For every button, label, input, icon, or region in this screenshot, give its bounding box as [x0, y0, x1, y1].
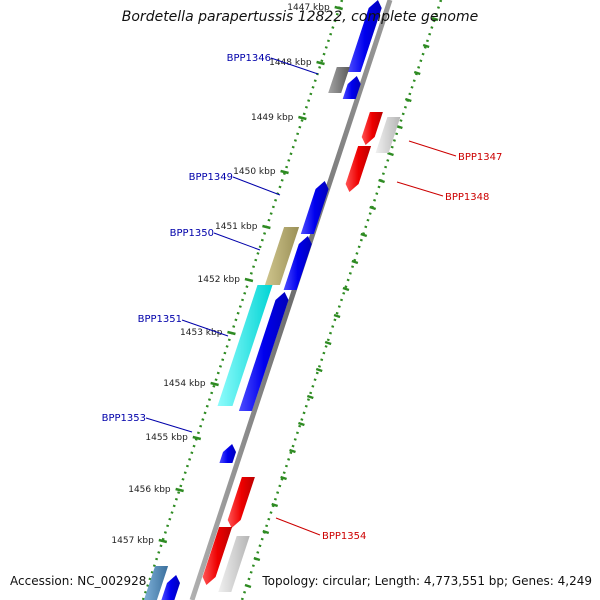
outer-tick [342, 286, 350, 292]
leader-line [396, 181, 444, 197]
gene-gray [328, 67, 350, 93]
outer-tick [333, 313, 341, 319]
kbp-label: 1451 kbp [215, 222, 258, 232]
outer-tick [253, 556, 261, 562]
outer-tick [404, 97, 412, 103]
leader-line [213, 232, 261, 251]
kbp-label: 1447 kbp [287, 3, 330, 13]
kbp-tick [244, 277, 254, 283]
kbp-label: 1454 kbp [163, 379, 206, 389]
kbp-tick [316, 60, 325, 66]
gene-cyan [217, 285, 273, 406]
inner-dotted-track [141, 0, 344, 600]
gene-label-bpp1350[interactable]: BPP1350 [170, 228, 214, 239]
label-leaders [145, 57, 457, 536]
gene-label-bpp1348[interactable]: BPP1348 [445, 192, 489, 203]
kbp-tick [175, 487, 184, 493]
genome-summary-text: Topology: circular; Length: 4,773,551 bp… [262, 574, 592, 588]
gene-forward [347, 0, 382, 72]
gene-label-bpp1353[interactable]: BPP1353 [102, 413, 146, 424]
kbp-tick [227, 330, 236, 336]
gene-label-bpp1354[interactable]: BPP1354 [322, 531, 366, 542]
labels: BPP1346 BPP1347 BPP1348 BPP1349 BPP1350 BPP13… [102, 53, 503, 542]
gene-label-bpp1346[interactable]: BPP1346 [227, 53, 271, 64]
outer-tick [422, 43, 430, 49]
kbp-tick [262, 224, 271, 230]
kbp-tick [334, 5, 343, 11]
gene-lightgray [375, 117, 401, 153]
gene-olive [264, 227, 300, 285]
gene-steel [143, 566, 169, 600]
gene-label-bpp1347[interactable]: BPP1347 [458, 152, 502, 163]
leader-line [145, 417, 193, 433]
gene-forward [161, 575, 180, 600]
gene-forward [238, 292, 289, 411]
outer-tick [351, 259, 359, 265]
gene-forward [342, 76, 361, 99]
outer-tick [413, 70, 421, 76]
outer-tick [262, 529, 270, 535]
leader-line [232, 176, 281, 196]
outer-tick [244, 583, 252, 589]
kbp-tick [158, 538, 168, 544]
outer-tick [369, 205, 377, 211]
kbp-label: 1453 kbp [180, 328, 223, 338]
outer-tick [280, 475, 287, 481]
gene-lightgray [218, 536, 250, 592]
outer-tick [396, 124, 403, 130]
kbp-label: 1449 kbp [251, 113, 294, 123]
gene-reverse [361, 112, 383, 145]
outer-tick [324, 340, 332, 346]
gene-forward [300, 181, 329, 234]
leader-line [270, 57, 319, 75]
gene-reverse [227, 477, 255, 528]
kbp-label: 1448 kbp [269, 58, 312, 68]
outer-tick [306, 394, 314, 400]
outer-tick [431, 16, 439, 22]
gene-reverse [345, 146, 372, 192]
kbp-tick [298, 115, 307, 121]
leader-line [181, 319, 229, 337]
kbp-label: 1452 kbp [198, 275, 241, 285]
kbp-tick [280, 169, 289, 175]
kbp-ticks: 1447 kbp 1448 kbp 1449 kbp 1450 kbp 1451 kbp… [111, 3, 439, 589]
kbp-tick [210, 381, 219, 387]
outer-tick [271, 502, 279, 508]
outer-tick [298, 421, 305, 427]
kbp-label: 1457 kbp [111, 536, 154, 546]
accession-text: Accession: NC_002928 [10, 574, 147, 588]
gene-label-bpp1351[interactable]: BPP1351 [138, 314, 182, 325]
leader-line [275, 517, 321, 536]
kbp-label: 1455 kbp [145, 433, 188, 443]
outer-tick [360, 232, 368, 238]
outer-tick [315, 367, 323, 373]
leader-line [408, 140, 457, 157]
genome-backbone [189, 0, 393, 600]
kbp-label: 1456 kbp [128, 485, 171, 495]
gene-forward [283, 236, 312, 290]
outer-tick [289, 448, 296, 454]
gene-forward [219, 444, 236, 463]
map-title: Bordetella parapertussis 12822, complete… [121, 9, 479, 25]
kbp-tick [192, 435, 202, 441]
kbp-label: 1450 kbp [233, 167, 276, 177]
outer-tick [378, 178, 385, 184]
outer-tick [387, 151, 394, 157]
gene-label-bpp1349[interactable]: BPP1349 [189, 172, 233, 183]
gene-features [143, 0, 401, 600]
gene-reverse [202, 527, 233, 585]
